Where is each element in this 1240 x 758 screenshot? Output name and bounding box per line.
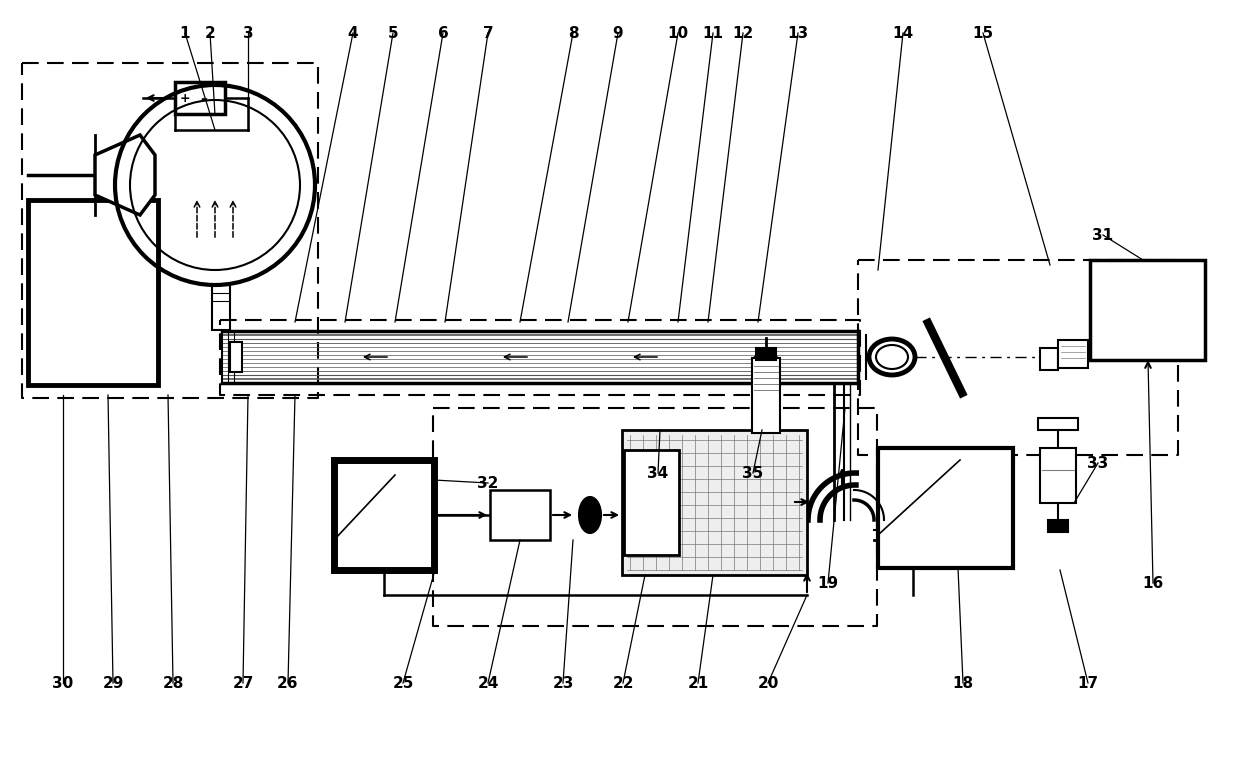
Bar <box>29 200 157 385</box>
Text: 17: 17 <box>1078 675 1099 691</box>
Text: 16: 16 <box>1142 575 1163 590</box>
Text: 35: 35 <box>743 465 764 481</box>
Text: –: – <box>200 92 207 106</box>
Text: 4: 4 <box>347 26 358 40</box>
Text: 32: 32 <box>477 475 498 490</box>
Text: 12: 12 <box>733 26 754 40</box>
Text: 19: 19 <box>817 575 838 590</box>
Text: 33: 33 <box>1087 456 1109 471</box>
Text: 20: 20 <box>758 675 779 691</box>
Text: 26: 26 <box>278 675 299 691</box>
Bar <box>622 430 807 575</box>
Bar <box>1090 260 1205 360</box>
Bar <box>490 490 551 540</box>
Bar <box>1048 520 1068 532</box>
Bar <box>1040 348 1058 370</box>
Polygon shape <box>95 135 155 215</box>
Text: 5: 5 <box>388 26 398 40</box>
Text: 34: 34 <box>647 465 668 481</box>
Text: 7: 7 <box>482 26 494 40</box>
Text: 1: 1 <box>180 26 190 40</box>
Text: 29: 29 <box>103 675 124 691</box>
Text: 11: 11 <box>703 26 723 40</box>
Text: 9: 9 <box>613 26 624 40</box>
Bar <box>878 448 1013 568</box>
Bar <box>624 450 680 555</box>
Ellipse shape <box>579 497 601 533</box>
Bar <box>175 82 224 114</box>
Text: 25: 25 <box>392 675 414 691</box>
Bar <box>751 358 780 433</box>
Bar <box>1040 448 1076 503</box>
Text: 2: 2 <box>205 26 216 40</box>
Text: 23: 23 <box>552 675 574 691</box>
Text: 27: 27 <box>232 675 254 691</box>
Text: 15: 15 <box>972 26 993 40</box>
Text: 31: 31 <box>1092 227 1114 243</box>
Text: 22: 22 <box>613 675 634 691</box>
Text: 6: 6 <box>438 26 449 40</box>
Bar <box>1038 418 1078 430</box>
Text: 18: 18 <box>952 675 973 691</box>
Text: 8: 8 <box>568 26 578 40</box>
Text: 14: 14 <box>893 26 914 40</box>
Bar <box>1058 340 1087 368</box>
Text: +: + <box>180 92 191 105</box>
Text: 30: 30 <box>52 675 73 691</box>
Bar <box>756 348 776 360</box>
Bar <box>212 285 229 330</box>
Text: 21: 21 <box>687 675 708 691</box>
Bar <box>334 460 434 570</box>
Text: 24: 24 <box>477 675 498 691</box>
Text: 13: 13 <box>787 26 808 40</box>
Text: 10: 10 <box>667 26 688 40</box>
Bar <box>229 342 242 372</box>
Text: 3: 3 <box>243 26 253 40</box>
Text: 28: 28 <box>162 675 184 691</box>
